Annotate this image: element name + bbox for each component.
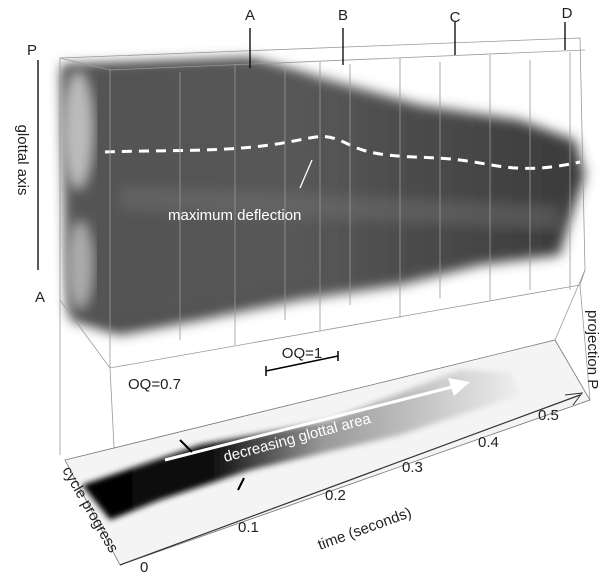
axis-label: glottal axis [14, 125, 31, 196]
axis-end: A [35, 289, 45, 306]
marker-label: A [245, 7, 255, 24]
annotation: OQ=0.7 [128, 376, 181, 393]
time-tick-label: 0.1 [238, 519, 259, 536]
time-tick-label: 0.5 [538, 407, 559, 424]
time-tick-label: 0.3 [402, 459, 423, 476]
marker-label: D [562, 5, 573, 22]
annotation: maximum deflection [168, 207, 301, 224]
axis-label: time (seconds) [316, 504, 414, 554]
projection [65, 340, 590, 565]
time-tick-label: 0.4 [478, 434, 499, 451]
time-tick-label: 0 [140, 559, 148, 576]
marker-label: B [338, 7, 348, 24]
annotation: OQ=1 [282, 345, 322, 362]
time-tick-label: 0.2 [325, 487, 346, 504]
annotation: projection P [584, 310, 600, 389]
figure: A B C D P A glottal axis maximum deflect… [0, 0, 600, 583]
marker-label: C [450, 9, 461, 26]
volume [62, 58, 585, 335]
axis-end: P [27, 42, 37, 59]
